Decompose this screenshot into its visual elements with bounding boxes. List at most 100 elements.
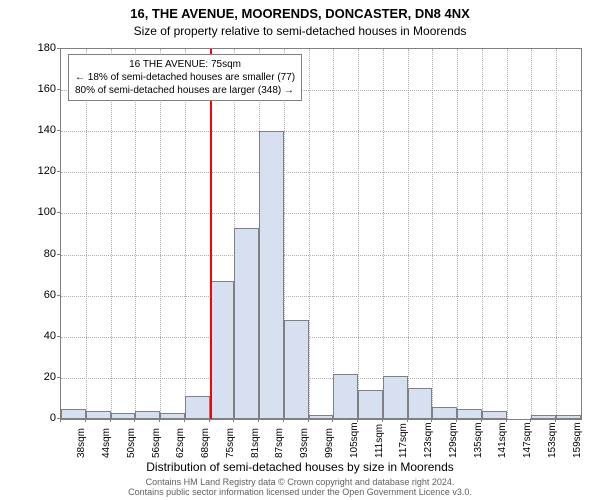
histogram-bar: [556, 415, 581, 419]
y-tick-label: 80: [16, 248, 56, 260]
chart-container: 16, THE AVENUE, MOORENDS, DONCASTER, DN8…: [0, 0, 600, 500]
grid-line-v: [86, 49, 87, 419]
grid-line-v: [160, 49, 161, 419]
x-tick-label: 56sqm: [151, 428, 162, 458]
y-tick-label: 20: [16, 371, 56, 383]
grid-line-v: [556, 49, 557, 419]
y-tick-mark: [57, 130, 61, 131]
histogram-bar: [432, 407, 457, 419]
plot-area: [60, 48, 582, 420]
x-tick-label: 117sqm: [398, 423, 409, 458]
legend-line2: ← 18% of semi-detached houses are smalle…: [75, 71, 295, 84]
chart-title-sub: Size of property relative to semi-detach…: [0, 24, 600, 38]
x-tick-label: 38sqm: [76, 428, 87, 458]
x-tick-mark: [283, 418, 284, 422]
x-tick-mark: [555, 418, 556, 422]
x-tick-mark: [357, 418, 358, 422]
x-tick-mark: [456, 418, 457, 422]
y-tick-mark: [57, 212, 61, 213]
x-tick-label: 135sqm: [473, 422, 484, 458]
x-tick-mark: [209, 418, 210, 422]
y-tick-label: 100: [16, 206, 56, 218]
footer: Contains HM Land Registry data © Crown c…: [0, 478, 600, 498]
histogram-bar: [457, 409, 482, 419]
grid-line-h: [61, 213, 581, 214]
x-tick-label: 50sqm: [126, 428, 137, 458]
y-tick-label: 160: [16, 83, 56, 95]
y-tick-mark: [57, 89, 61, 90]
x-tick-mark: [60, 418, 61, 422]
grid-line-v: [383, 49, 384, 419]
grid-line-h: [61, 378, 581, 379]
histogram-bar: [160, 413, 185, 419]
histogram-bar: [111, 413, 136, 419]
grid-line-v: [432, 49, 433, 419]
histogram-bar: [61, 409, 86, 419]
x-axis-label: Distribution of semi-detached houses by …: [0, 460, 600, 474]
histogram-bar: [482, 411, 507, 419]
footer-line2: Contains public sector information licen…: [0, 488, 600, 498]
x-tick-label: 141sqm: [497, 422, 508, 458]
x-tick-mark: [134, 418, 135, 422]
grid-line-v: [531, 49, 532, 419]
x-tick-label: 129sqm: [448, 422, 459, 458]
y-tick-label: 0: [16, 412, 56, 424]
legend-line1: 16 THE AVENUE: 75sqm: [75, 58, 295, 71]
x-tick-label: 159sqm: [572, 422, 583, 458]
histogram-bar: [383, 376, 408, 419]
x-tick-label: 81sqm: [250, 428, 261, 458]
x-tick-mark: [184, 418, 185, 422]
reference-line: [210, 49, 212, 419]
x-tick-label: 75sqm: [225, 428, 236, 458]
histogram-bar: [210, 281, 235, 419]
histogram-bar: [309, 415, 334, 419]
grid-line-v: [507, 49, 508, 419]
x-tick-mark: [332, 418, 333, 422]
x-tick-label: 87sqm: [274, 428, 285, 458]
x-tick-mark: [110, 418, 111, 422]
grid-line-h: [61, 337, 581, 338]
x-tick-mark: [258, 418, 259, 422]
histogram-bar: [234, 228, 259, 419]
x-tick-mark: [85, 418, 86, 422]
x-tick-label: 44sqm: [101, 428, 112, 458]
histogram-bar: [333, 374, 358, 419]
histogram-bar: [185, 396, 210, 419]
grid-line-v: [333, 49, 334, 419]
x-tick-mark: [407, 418, 408, 422]
histogram-bar: [259, 131, 284, 419]
grid-line-v: [358, 49, 359, 419]
grid-line-v: [408, 49, 409, 419]
y-tick-label: 120: [16, 165, 56, 177]
grid-line-h: [61, 255, 581, 256]
histogram-bar: [135, 411, 160, 419]
x-tick-label: 123sqm: [423, 422, 434, 458]
y-tick-mark: [57, 171, 61, 172]
grid-line-h: [61, 131, 581, 132]
x-tick-mark: [233, 418, 234, 422]
y-tick-mark: [57, 48, 61, 49]
x-tick-label: 68sqm: [200, 428, 211, 458]
grid-line-v: [309, 49, 310, 419]
x-tick-label: 99sqm: [324, 428, 335, 458]
x-tick-label: 62sqm: [175, 428, 186, 458]
x-tick-mark: [308, 418, 309, 422]
x-tick-label: 105sqm: [349, 422, 360, 458]
grid-line-h: [61, 172, 581, 173]
x-tick-label: 93sqm: [299, 428, 310, 458]
y-tick-mark: [57, 377, 61, 378]
y-tick-mark: [57, 254, 61, 255]
chart-title-main: 16, THE AVENUE, MOORENDS, DONCASTER, DN8…: [0, 6, 600, 21]
y-tick-mark: [57, 336, 61, 337]
grid-line-v: [185, 49, 186, 419]
x-tick-mark: [530, 418, 531, 422]
grid-line-v: [135, 49, 136, 419]
y-tick-label: 60: [16, 289, 56, 301]
legend-line3: 80% of semi-detached houses are larger (…: [75, 84, 295, 97]
grid-line-v: [111, 49, 112, 419]
histogram-bar: [358, 390, 383, 419]
histogram-bar: [408, 388, 433, 419]
x-tick-mark: [506, 418, 507, 422]
x-tick-mark: [382, 418, 383, 422]
x-tick-label: 111sqm: [374, 424, 385, 458]
